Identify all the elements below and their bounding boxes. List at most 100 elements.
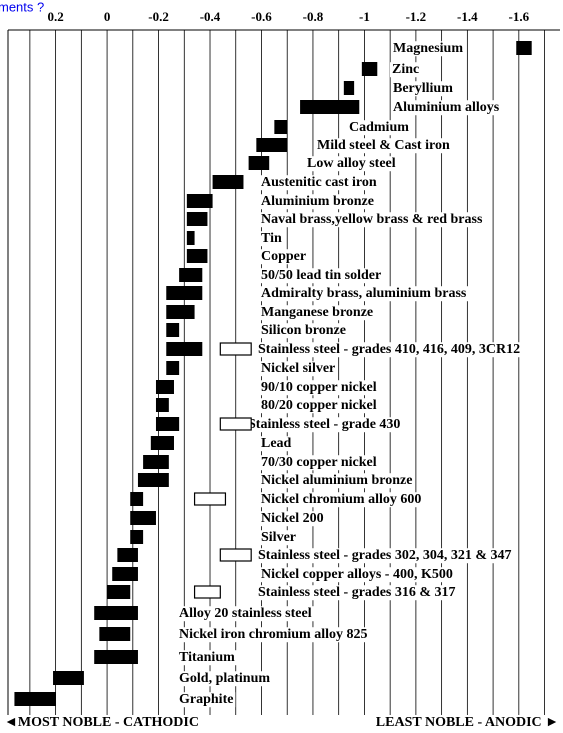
category-label: Stainless steel - grades 410, 416, 409, … xyxy=(258,342,520,357)
label-background xyxy=(259,194,376,210)
label-background xyxy=(259,473,415,489)
x-tick-label: -0.2 xyxy=(148,9,169,24)
right-note: LEAST NOBLE - ANODIC ► xyxy=(376,715,559,730)
x-tick-label: -0.6 xyxy=(251,9,272,24)
category-label: Gold, platinum xyxy=(179,671,270,686)
bar xyxy=(143,455,169,469)
grid xyxy=(29,30,545,715)
bar xyxy=(212,175,244,189)
bar xyxy=(516,41,532,55)
category-label: Copper xyxy=(261,249,306,264)
label-background xyxy=(390,62,422,78)
category-label: Nickel iron chromium alloy 825 xyxy=(179,627,367,642)
label-background xyxy=(315,138,452,154)
bar xyxy=(99,627,131,641)
bar xyxy=(186,194,213,208)
category-label: 50/50 lead tin solder xyxy=(261,268,381,283)
category-label: Nickel 200 xyxy=(261,511,324,526)
passive-bar xyxy=(219,548,252,562)
bar xyxy=(179,268,203,282)
label-background xyxy=(246,417,403,433)
label-background xyxy=(259,212,485,228)
labels: Magnesium Zinc Beryllium Aluminium alloys Ca… xyxy=(177,41,523,708)
bar xyxy=(166,286,203,300)
bar xyxy=(130,511,156,525)
category-label: 90/10 copper nickel xyxy=(261,380,377,395)
x-tick-label: -1.6 xyxy=(509,9,530,24)
passive-bar xyxy=(219,417,252,431)
label-background xyxy=(259,436,294,452)
category-label: Silicon bronze xyxy=(261,323,346,338)
x-tick-label: -1.4 xyxy=(457,9,478,24)
label-background xyxy=(259,323,348,339)
bar xyxy=(107,585,131,599)
category-label: Admiralty brass, aluminium brass xyxy=(261,286,467,301)
category-label: Silver xyxy=(261,530,296,545)
x-tick-label: -1 xyxy=(359,9,370,24)
category-label: Nickel silver xyxy=(261,361,335,376)
label-background xyxy=(391,81,456,97)
category-label: Mild steel & Cast iron xyxy=(317,138,450,153)
label-background xyxy=(177,692,236,708)
label-background xyxy=(256,548,514,564)
x-tick-label: -0.8 xyxy=(303,9,324,24)
category-label: Aluminium bronze xyxy=(261,194,374,209)
bar xyxy=(166,361,180,375)
label-background xyxy=(391,100,502,116)
bar xyxy=(186,231,195,245)
label-background xyxy=(259,286,469,302)
category-label: Nickel chromium alloy 600 xyxy=(261,492,421,507)
label-background xyxy=(256,342,523,358)
bar xyxy=(343,81,355,95)
bar xyxy=(150,436,174,450)
bar xyxy=(130,530,144,544)
passive-bar xyxy=(219,342,252,356)
category-label: Austenitic cast iron xyxy=(261,175,377,190)
bar xyxy=(361,62,378,76)
x-tick-label: -0.4 xyxy=(200,9,221,24)
x-tick-label: 0 xyxy=(104,9,111,24)
bar xyxy=(248,156,270,170)
label-background xyxy=(259,567,455,583)
x-tick-label: 0.2 xyxy=(47,9,63,24)
label-background xyxy=(305,156,398,172)
bar xyxy=(166,323,180,337)
bars xyxy=(14,41,532,706)
category-label: Aluminium alloys xyxy=(393,100,500,115)
category-label: Alloy 20 stainless steel xyxy=(179,606,312,621)
bar xyxy=(155,417,180,431)
passive-bar xyxy=(193,492,227,506)
bar xyxy=(186,212,208,226)
header-link[interactable]: ments ? xyxy=(0,0,44,14)
category-label: Titanium xyxy=(179,650,235,665)
category-label: Stainless steel - grades 302, 304, 321 &… xyxy=(258,548,512,563)
label-background xyxy=(177,650,238,666)
category-label: Nickel copper alloys - 400, K500 xyxy=(261,567,453,582)
bar xyxy=(53,671,84,685)
bar xyxy=(166,342,203,356)
label-background xyxy=(177,627,370,643)
bar xyxy=(14,692,56,706)
label-background xyxy=(347,120,412,136)
label-background xyxy=(391,41,466,57)
label-background xyxy=(259,305,376,321)
label-background xyxy=(177,671,273,687)
label-background xyxy=(259,398,379,414)
label-background xyxy=(256,585,458,601)
category-label: 80/20 copper nickel xyxy=(261,398,377,413)
label-background xyxy=(259,511,326,527)
category-label: Zinc xyxy=(392,62,419,77)
passive-bar xyxy=(193,585,221,599)
label-background xyxy=(259,530,298,546)
category-label: Lead xyxy=(261,436,292,451)
bar xyxy=(130,492,144,506)
category-label: Stainless steel - grade 430 xyxy=(248,417,400,432)
bar xyxy=(256,138,288,152)
label-background xyxy=(259,249,309,265)
category-label: Tin xyxy=(261,231,282,246)
category-label: Beryllium xyxy=(393,81,453,96)
label-background xyxy=(259,361,338,377)
left-note: ◄MOST NOBLE - CATHODIC xyxy=(4,715,199,730)
label-background xyxy=(259,268,384,284)
